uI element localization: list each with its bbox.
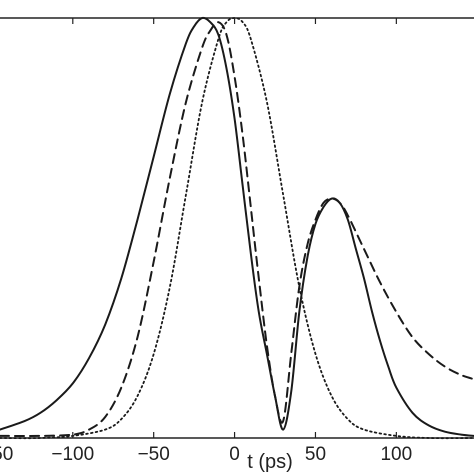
x-tick-label: −100 bbox=[51, 444, 94, 465]
x-tick-label: 50 bbox=[305, 444, 326, 465]
x-tick-label: −150 bbox=[0, 444, 13, 465]
series-line-dotted bbox=[0, 17, 474, 440]
x-axis-ticks bbox=[72, 18, 397, 438]
x-axis-tick-labels: −150 −100 −50 0 50 100 bbox=[0, 444, 412, 465]
series-line-dashed bbox=[0, 21, 474, 437]
x-tick-label: 100 bbox=[380, 444, 412, 465]
x-axis-label: t (ps) bbox=[247, 451, 293, 473]
x-tick-label: 0 bbox=[229, 444, 240, 465]
plot-frame bbox=[0, 17, 474, 439]
series-layer bbox=[0, 16, 474, 440]
series-line-solid bbox=[0, 16, 474, 437]
x-tick-label: −50 bbox=[138, 444, 170, 465]
